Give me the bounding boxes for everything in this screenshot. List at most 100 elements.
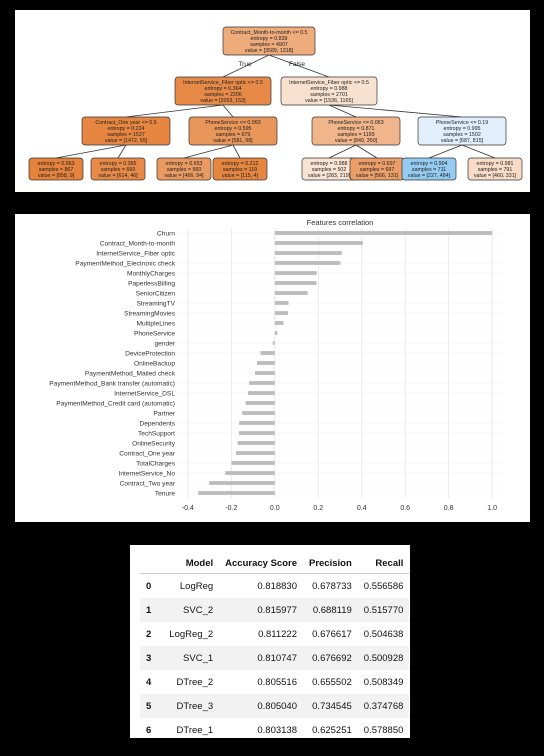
tree-edge [328, 104, 463, 118]
tree-node-text: InternetService_Fiber optic <= 0.5 [183, 80, 263, 86]
tree-edge [117, 144, 127, 159]
tree-edge [232, 144, 241, 159]
tree-node-text: samples = 697 [360, 167, 395, 173]
tree-node-box [90, 157, 146, 181]
tree-edges [55, 54, 496, 159]
tree-node-text: entropy = 0.697 [359, 161, 396, 167]
table-row: 0 LogReg 0.818830 0.678733 0.556586 [140, 574, 409, 599]
table-body: 0 LogReg 0.818830 0.678733 0.556586 1 SVC_2 0.8… [140, 574, 410, 743]
category-label: InternetService_Fiber optic [96, 250, 175, 257]
tree-node-box [212, 157, 268, 181]
x-tick-label: 0.6 [400, 505, 410, 512]
model-scores-table: Model Accuracy Score Precision Recall 0 LogR… [140, 554, 410, 743]
features-correlation-panel: Churn Contract_Month-to-month InternetServ… [15, 214, 530, 522]
tree-node-text: value = [1536, 1165] [305, 98, 353, 104]
tree-node-text: entropy = 0.988 [311, 161, 348, 167]
row-index: 3 [140, 646, 164, 670]
bar [274, 331, 278, 335]
category-label: TechSupport [138, 430, 175, 437]
category-label: MonthlyCharges [127, 270, 176, 277]
tree-node-text: value = [581, 98] [213, 138, 253, 144]
bar [247, 391, 275, 395]
category-label: Churn [157, 230, 175, 237]
tree-node-text: samples = 4907 [250, 42, 288, 48]
row-index: 0 [146, 580, 152, 592]
tree-edge [355, 144, 378, 159]
table-cell: 0.374768 [357, 694, 410, 718]
bar [260, 351, 275, 355]
x-tick-label: -0.2 [225, 505, 237, 512]
table-row: 5 DTree_3 0.805040 0.734545 0.374768 [140, 694, 410, 718]
column-header: Precision [302, 554, 358, 574]
table-cell: DTree_3 [163, 694, 220, 718]
x-tick-label: 0.0 [270, 505, 280, 512]
tree-edge [125, 104, 224, 118]
tree-edge [328, 104, 357, 118]
tree-node-text: samples = 119 [223, 167, 257, 173]
table-cell: 0.805516 [257, 676, 297, 688]
tree-edge [461, 144, 496, 159]
bar [242, 411, 275, 415]
bar [209, 481, 275, 485]
tree-node-text: InternetService_Fiber optic <= 0.5 [289, 80, 369, 86]
category-label: PaymentMethod_Mailed check [85, 370, 176, 377]
tree-node-text: value = [227, 484] [408, 173, 451, 179]
bar [272, 341, 275, 345]
bar [256, 361, 275, 365]
tree-node-text: samples = 791 [478, 167, 513, 173]
tree-node-box [174, 76, 272, 106]
x-tick-label: 1.0 [487, 505, 497, 512]
table-cell: 0.803138 [257, 724, 297, 736]
category-labels: Churn Contract_Month-to-month InternetServ… [49, 230, 176, 497]
table-cell: 0.815977 [219, 598, 303, 622]
bar [239, 421, 275, 425]
tree-node-text: value = [283, 219] [308, 173, 351, 179]
category-label: SeniorCitizen [136, 290, 176, 297]
tree-node-text: entropy = 0.871 [338, 126, 375, 132]
category-label: MultipleLines [137, 320, 176, 327]
tree-node-text: value = [1472, 55] [105, 138, 148, 144]
bar [231, 461, 275, 465]
table-cell: 0.676617 [312, 628, 352, 640]
tree-node-text: samples = 1502 [443, 132, 481, 138]
tree-node-text: samples = 1199 [337, 132, 374, 138]
category-label: DeviceProtection [125, 350, 175, 357]
table-cell: 0.500928 [357, 646, 410, 670]
tree-node-box [467, 157, 523, 181]
tree-node-text: entropy = 0.988 [311, 86, 348, 92]
tree-node-text: entropy = 0.981 [477, 161, 514, 167]
category-label: Contract_Month-to-month [100, 240, 175, 247]
bar [274, 231, 493, 235]
category-label: OnlineSecurity [132, 440, 176, 447]
tree-node-text: entropy = 0.904 [411, 161, 448, 167]
tree-edge [428, 144, 463, 159]
tree-edge [222, 104, 234, 118]
row-index: 5 [140, 694, 164, 718]
tree-node-text: value = [566, 131] [356, 173, 399, 179]
tree-node-text: value = [849, 350] [335, 138, 378, 144]
table-cell: 0.810747 [219, 646, 303, 670]
category-label: Tenure [155, 490, 175, 497]
tree-node-text: samples = 560 [167, 167, 202, 173]
tree-node-box [417, 116, 507, 146]
tree-node-text: value = [460, 331] [474, 173, 517, 179]
column-header: Recall [357, 554, 410, 574]
table-cell: 0.678733 [312, 580, 352, 592]
table-cell: 0.508349 [363, 676, 404, 688]
tree-node-box [401, 157, 457, 181]
tree-node-text: samples = 2701 [310, 92, 348, 98]
table-cell: 0.504638 [363, 628, 404, 640]
tree-edge [268, 54, 330, 78]
category-label: InternetService_No [119, 470, 176, 477]
tree-node-text: value = [2053, 153] [200, 98, 246, 104]
column-header: Model [163, 554, 220, 574]
tree-node-text: entropy = 0.063 [38, 161, 75, 167]
tree-node-text: PhoneService <= 0.063 [328, 120, 383, 126]
